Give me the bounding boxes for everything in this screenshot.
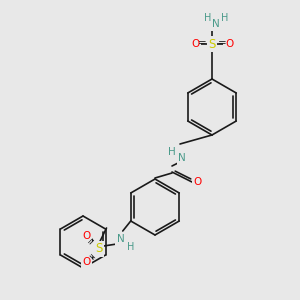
Text: S: S (95, 242, 102, 256)
Text: O: O (194, 177, 202, 187)
Text: =: = (85, 235, 97, 247)
Text: =: = (85, 251, 97, 263)
Text: H: H (127, 242, 134, 252)
Text: O: O (82, 231, 91, 241)
Text: O: O (82, 257, 91, 267)
Text: O: O (225, 39, 233, 49)
Text: S: S (208, 38, 216, 50)
Text: N: N (212, 19, 220, 29)
Text: =: = (198, 38, 206, 48)
Text: N: N (178, 153, 186, 163)
Text: =: = (218, 38, 226, 48)
Text: H: H (204, 13, 212, 23)
Text: H: H (168, 147, 176, 157)
Text: H: H (221, 13, 229, 23)
Text: O: O (191, 39, 199, 49)
Text: N: N (117, 234, 124, 244)
